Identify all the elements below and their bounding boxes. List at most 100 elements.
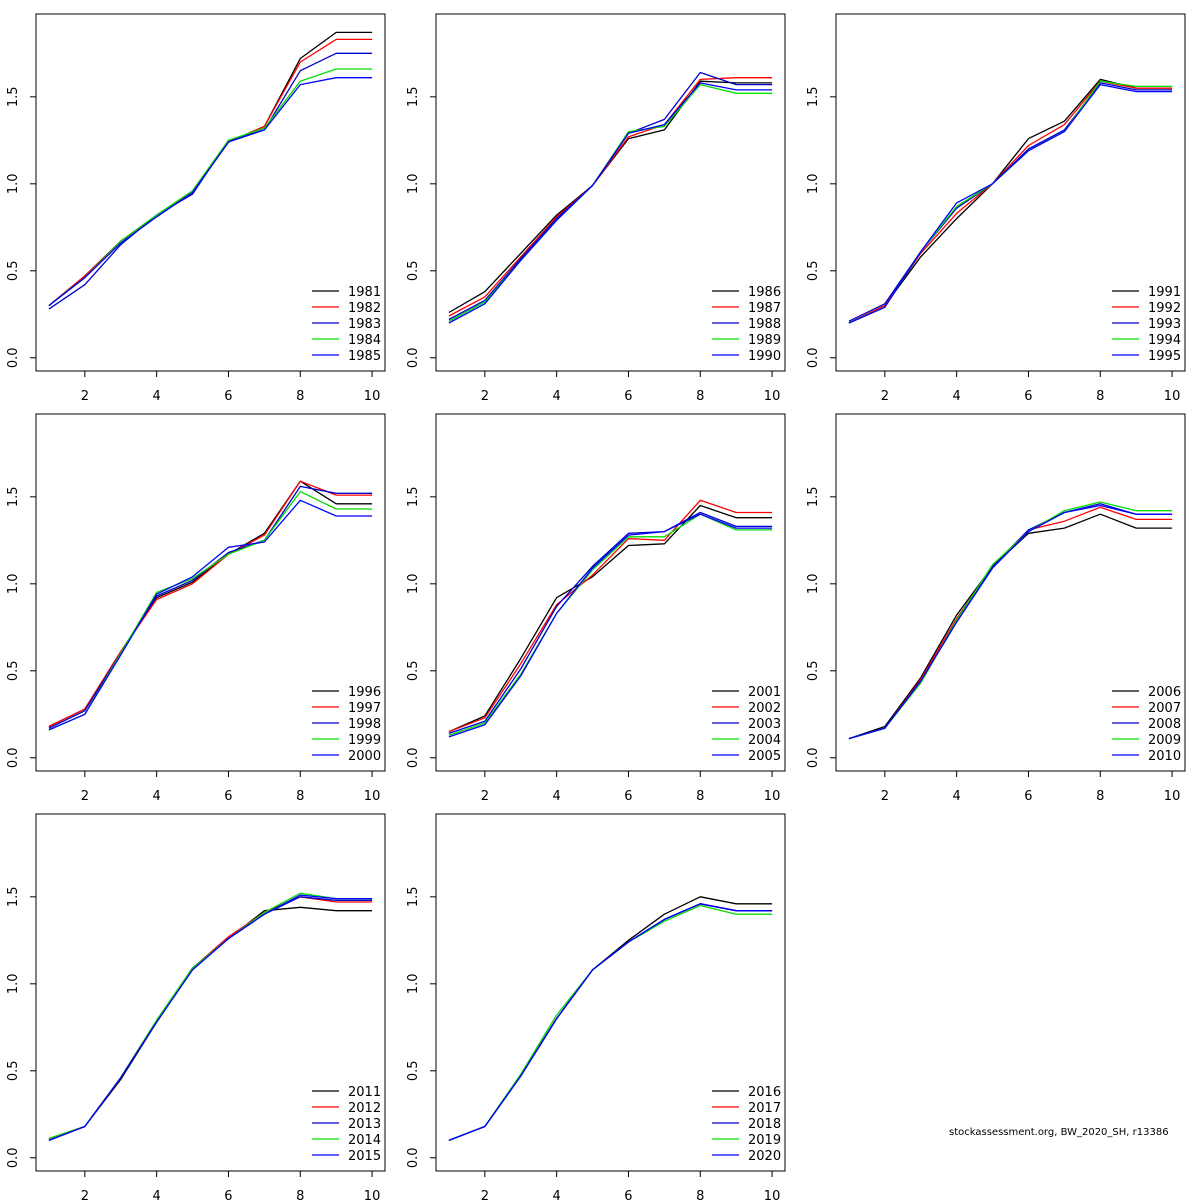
legend-label: 2013 (348, 1117, 381, 1132)
legend-label: 2010 (1148, 749, 1181, 764)
legend-label: 1986 (748, 285, 781, 300)
series-line-1986 (448, 80, 773, 314)
legend-label: 1987 (748, 301, 781, 316)
x-tick-label: 4 (153, 1189, 161, 1200)
series-line-2003 (448, 511, 773, 735)
y-tick-label: 1.5 (6, 86, 21, 107)
legend-label: 1989 (748, 333, 781, 348)
x-tick-label: 8 (696, 1189, 704, 1200)
y-tick-label: 1.0 (406, 173, 421, 194)
legend-label: 1997 (348, 701, 381, 716)
y-tick-label: 0.0 (406, 1147, 421, 1168)
x-tick-label: 8 (696, 389, 704, 404)
y-tick-label: 0.5 (406, 660, 421, 681)
legend-label: 1993 (1148, 317, 1181, 332)
x-tick-label: 6 (224, 389, 232, 404)
legend-label: 2016 (748, 1085, 781, 1100)
legend-label: 1998 (348, 717, 381, 732)
series-line-2016 (448, 896, 773, 1142)
x-tick-label: 2 (881, 789, 889, 804)
plot-frame (35, 413, 386, 772)
series-line-2015 (48, 894, 373, 1142)
legend-label: 2002 (748, 701, 781, 716)
series-line-2011 (48, 906, 373, 1140)
legend-label: 1984 (348, 333, 381, 348)
x-tick-label: 4 (153, 389, 161, 404)
legend-label: 1995 (1148, 349, 1181, 364)
series-line-1993 (848, 82, 1173, 322)
legend-label: 1982 (348, 301, 381, 316)
legend-label: 2018 (748, 1117, 781, 1132)
legend-label: 2008 (1148, 717, 1181, 732)
series-line-2012 (48, 896, 373, 1140)
y-tick-label: 1.5 (406, 886, 421, 907)
y-tick-label: 0.0 (406, 747, 421, 768)
series-line-2014 (48, 892, 373, 1140)
legend-label: 2009 (1148, 733, 1181, 748)
legend-label: 2020 (748, 1149, 781, 1164)
series-line-1983 (48, 52, 373, 310)
legend-label: 2006 (1148, 685, 1181, 700)
legend-label: 2003 (748, 717, 781, 732)
x-tick-label: 2 (481, 389, 489, 404)
plot-frame (835, 13, 1186, 372)
x-tick-label: 8 (296, 389, 304, 404)
plot-frame (435, 413, 786, 772)
y-tick-label: 1.0 (6, 973, 21, 994)
legend-label: 1996 (348, 685, 381, 700)
x-tick-label: 6 (624, 389, 632, 404)
series-line-2000 (48, 499, 373, 731)
x-tick-label: 8 (296, 1189, 304, 1200)
series-line-2018 (448, 903, 773, 1142)
x-tick-label: 10 (764, 389, 781, 404)
legend-label: 2014 (348, 1133, 381, 1148)
series-line-2013 (48, 896, 373, 1142)
x-tick-label: 2 (481, 1189, 489, 1200)
y-tick-label: 1.0 (6, 573, 21, 594)
x-tick-label: 6 (224, 1189, 232, 1200)
x-tick-label: 2 (81, 389, 89, 404)
y-tick-label: 1.0 (806, 173, 821, 194)
y-tick-label: 0.0 (806, 747, 821, 768)
y-tick-label: 1.5 (6, 486, 21, 507)
legend-label: 2001 (748, 685, 781, 700)
x-tick-label: 6 (1024, 789, 1032, 804)
x-tick-label: 4 (953, 789, 961, 804)
x-tick-label: 10 (1164, 389, 1181, 404)
y-tick-label: 0.5 (6, 1060, 21, 1081)
series-line-2007 (848, 506, 1173, 740)
series-line-2004 (448, 513, 773, 736)
legend-label: 2004 (748, 733, 781, 748)
legend-label: 1988 (748, 317, 781, 332)
series-line-2020 (448, 903, 773, 1142)
plot-frame (435, 813, 786, 1172)
x-tick-label: 6 (624, 1189, 632, 1200)
series-line-2017 (448, 903, 773, 1142)
x-tick-label: 10 (764, 1189, 781, 1200)
x-tick-label: 4 (553, 1189, 561, 1200)
legend-label: 1994 (1148, 333, 1181, 348)
series-line-2002 (448, 499, 773, 733)
series-line-2001 (448, 504, 773, 733)
series-line-1990 (448, 82, 773, 324)
series-line-1987 (448, 77, 773, 317)
y-tick-label: 0.5 (806, 260, 821, 281)
x-tick-label: 2 (81, 789, 89, 804)
x-tick-label: 8 (696, 789, 704, 804)
x-tick-label: 10 (1164, 789, 1181, 804)
y-tick-label: 1.5 (406, 86, 421, 107)
legend-label: 1981 (348, 285, 381, 300)
legend-label: 2007 (1148, 701, 1181, 716)
x-tick-label: 8 (1096, 789, 1104, 804)
series-line-2009 (848, 501, 1173, 740)
